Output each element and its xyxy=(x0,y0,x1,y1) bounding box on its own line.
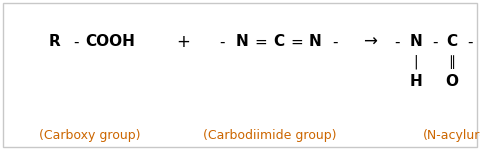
Text: R: R xyxy=(49,34,61,50)
Text: (N-acylurea): (N-acylurea) xyxy=(423,129,480,142)
Text: -: - xyxy=(467,34,473,50)
Text: →: → xyxy=(363,33,377,51)
Text: -: - xyxy=(73,34,79,50)
Text: C: C xyxy=(446,34,457,50)
Text: O: O xyxy=(445,75,458,90)
Text: =: = xyxy=(254,34,267,50)
Text: COOH: COOH xyxy=(85,34,135,50)
Text: -: - xyxy=(219,34,225,50)
Text: -: - xyxy=(332,34,338,50)
FancyBboxPatch shape xyxy=(3,3,477,147)
Text: N: N xyxy=(309,34,322,50)
Text: H: H xyxy=(409,75,422,90)
Text: N: N xyxy=(409,34,422,50)
Text: (Carbodiimide group): (Carbodiimide group) xyxy=(203,129,337,142)
Text: =: = xyxy=(290,34,303,50)
Text: -: - xyxy=(394,34,400,50)
Text: C: C xyxy=(274,34,285,50)
Text: |: | xyxy=(414,55,418,69)
Text: -: - xyxy=(432,34,438,50)
Text: (Carboxy group): (Carboxy group) xyxy=(39,129,141,142)
Text: +: + xyxy=(176,33,190,51)
Text: ∥: ∥ xyxy=(448,55,456,69)
Text: N: N xyxy=(236,34,248,50)
